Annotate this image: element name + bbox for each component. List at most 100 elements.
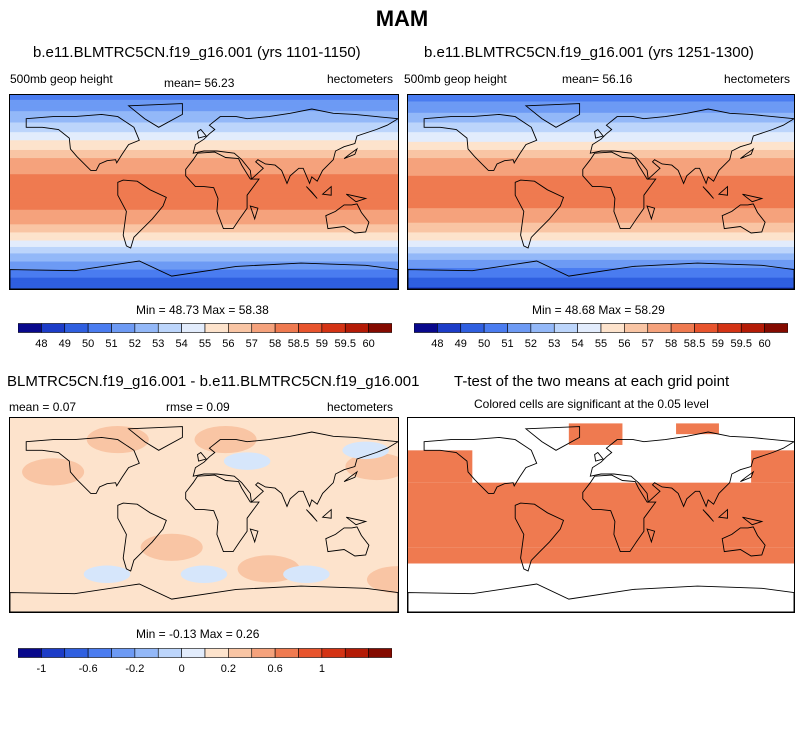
panel2-colorbar-swatch — [764, 323, 789, 333]
panel2-band — [408, 258, 794, 261]
panel1-band — [10, 161, 398, 164]
panel2-band — [408, 256, 794, 259]
panel2-band — [408, 243, 794, 246]
panel1-band — [10, 120, 398, 124]
coastline-7 — [717, 508, 728, 519]
panel1-colorbar-tick-label: 53 — [152, 338, 164, 350]
panel2-colorbar-tick-label: 53 — [548, 338, 560, 350]
coastline-11 — [594, 451, 604, 462]
panel1-band — [10, 201, 398, 204]
coastline-6 — [306, 509, 318, 522]
panel2-band — [408, 242, 794, 245]
coastline-10 — [343, 147, 358, 160]
panel1-colorbar-swatch — [251, 323, 276, 333]
panel1-band — [10, 169, 398, 172]
panel2-colorbar-swatch — [740, 323, 765, 333]
panel3-negative-patch — [83, 565, 131, 584]
panel1-band — [10, 214, 398, 217]
panel1-colorbar-swatch — [87, 323, 112, 333]
panel3-negative-patch — [283, 565, 330, 584]
coastline-10 — [740, 470, 755, 483]
coastlines — [10, 426, 398, 612]
panel1-band — [10, 140, 398, 143]
panel4-title: T-test of the two means at each grid poi… — [454, 373, 730, 390]
panel2-band — [408, 216, 794, 219]
panel2-band — [408, 170, 794, 174]
coastline-3 — [192, 108, 398, 185]
panel4-significant-region — [408, 450, 473, 483]
panel2-band — [408, 124, 794, 127]
panel1-band — [10, 261, 398, 264]
coastline-2 — [127, 426, 183, 451]
panel3-colorbar-swatch — [298, 648, 323, 658]
panel3-colorbar-swatch — [251, 648, 276, 658]
panel2-band — [408, 259, 794, 263]
panel3-colorbar: -1 -0.6 -0.2 0 0.2 0.6 1 — [17, 648, 393, 678]
coastline-12 — [408, 260, 794, 289]
panel2-band — [408, 120, 794, 124]
panel1-band — [10, 112, 398, 115]
panel1-band — [10, 277, 398, 280]
panel3-colorbar-tick-label: 0 — [179, 663, 185, 675]
panel2-colorbar-swatch — [647, 323, 672, 333]
panel2-band — [408, 116, 794, 119]
panel1-band — [10, 116, 398, 119]
coastline-9 — [646, 528, 656, 544]
coastline-8 — [742, 193, 764, 203]
coastline-6 — [702, 509, 714, 522]
panel2-band — [408, 251, 794, 255]
coastline-5 — [721, 203, 766, 234]
panel3-positive-patch — [366, 566, 398, 594]
panel1-band — [10, 125, 398, 128]
panel1-band — [10, 240, 398, 243]
panel1-band — [10, 137, 398, 140]
panel1-band — [10, 119, 398, 122]
panel1-colorbar-swatch — [228, 323, 253, 333]
panel3-colorbar-swatch — [111, 648, 136, 658]
panel2-band — [408, 225, 794, 229]
panel2-band — [408, 229, 794, 232]
panel2-band — [408, 211, 794, 214]
coastline-9 — [249, 528, 259, 544]
panel3-colorbar-tick-label: 0.6 — [267, 663, 282, 675]
panel2-colorbar-swatch — [717, 323, 742, 333]
panel2-band — [408, 98, 794, 101]
panel1-band — [10, 114, 398, 117]
panel2-band — [408, 167, 794, 170]
panel3-colorbar-tick-label: 1 — [319, 663, 325, 675]
coastline-0 — [423, 113, 538, 171]
panel1-band — [10, 248, 398, 251]
panel3-colorbar-swatch — [321, 648, 346, 658]
coastline-8 — [346, 193, 368, 203]
panel1-band — [10, 187, 398, 190]
panel1-band — [10, 258, 398, 261]
panel3-colorbar-swatch — [181, 648, 206, 658]
panel3-colorbar-swatch — [228, 648, 253, 658]
panel1-colorbar-tick-label: 48 — [35, 338, 47, 350]
panel4-significant-region — [676, 423, 719, 435]
panel1-band — [10, 284, 398, 287]
panel2-band — [408, 107, 794, 111]
panel1-colorbar-tick-label: 49 — [59, 338, 71, 350]
coastline-7 — [321, 185, 332, 196]
panel2-band — [408, 188, 794, 191]
panel3-positive-patch — [22, 458, 85, 486]
panel1-band — [10, 211, 398, 214]
panel2-band — [408, 192, 794, 195]
panel2-band — [408, 245, 794, 248]
panel1-band — [10, 153, 398, 156]
panel2-units-label: hectometers — [724, 72, 791, 86]
panel2-colorbar-tick-label: 60 — [759, 338, 771, 350]
panel1-band — [10, 276, 398, 279]
panel1-band — [10, 255, 398, 258]
panel1-band — [10, 124, 398, 127]
coastline-9 — [646, 205, 656, 221]
panel4-subtitle: Colored cells are significant at the 0.0… — [474, 397, 709, 411]
panel3-map — [9, 417, 399, 613]
panel2-band — [408, 263, 794, 266]
panel3-colorbar-swatch — [157, 648, 182, 658]
panel1-colorbar-tick-label: 52 — [129, 338, 141, 350]
panel1-minmax: Min = 48.73 Max = 58.38 — [136, 303, 269, 317]
panel1-band — [10, 282, 398, 285]
panel2-band — [408, 182, 794, 185]
